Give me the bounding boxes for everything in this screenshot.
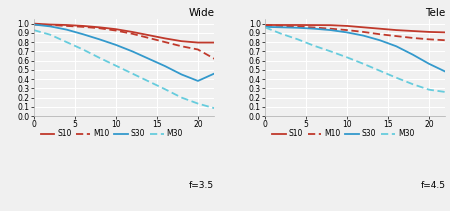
Legend: S10, M10, S30, M30: S10, M10, S30, M30 bbox=[269, 126, 417, 141]
Legend: S10, M10, S30, M30: S10, M10, S30, M30 bbox=[37, 126, 186, 141]
Text: Tele: Tele bbox=[425, 8, 446, 18]
Text: f=3.5: f=3.5 bbox=[189, 181, 214, 190]
Text: f=4.5: f=4.5 bbox=[420, 181, 446, 190]
Text: Wide: Wide bbox=[189, 8, 214, 18]
